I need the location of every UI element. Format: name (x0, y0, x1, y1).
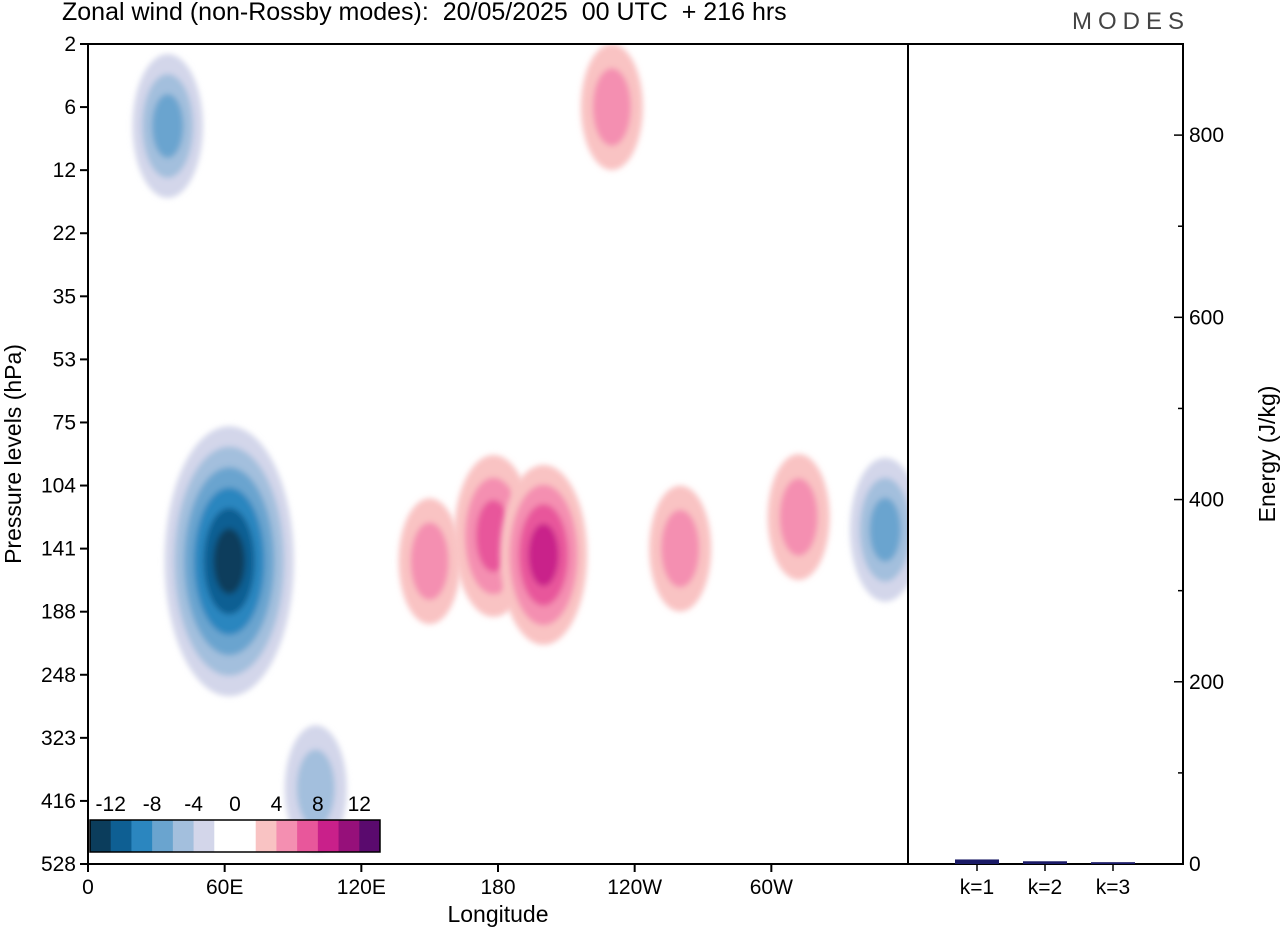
heatmap-feature-0 (164, 426, 294, 697)
x-tick-label: 0 (82, 876, 94, 899)
energy-bars: k=1 k=2 k=3 (955, 859, 1135, 899)
colorbar-label: 8 (312, 793, 324, 816)
energy-bar (1091, 862, 1135, 864)
energy-tick-label: 400 (1189, 489, 1224, 512)
colorbar-label: -12 (96, 793, 126, 816)
energy-bar (1023, 861, 1067, 864)
energy-category-label: k=3 (1096, 876, 1130, 899)
colorbar-swatch (172, 820, 195, 852)
modes-logo: MODES (1071, 8, 1190, 35)
colorbar: -12 -8 -4 0 4 8 12 (89, 793, 381, 853)
energy-panel-frame (907, 43, 1184, 865)
colorbar-swatch (297, 820, 319, 852)
x-tick-label: 60W (750, 876, 793, 899)
chart-title: Zonal wind (non-Rossby modes): 20/05/202… (62, 0, 787, 26)
y-tick-label: 35 (53, 285, 76, 308)
colorbar-swatch (131, 820, 153, 852)
heatmap-feature-8 (850, 457, 908, 602)
heatmap-feature-6 (767, 454, 830, 581)
energy-tick-label: 800 (1189, 124, 1224, 147)
colorbar-frame (89, 819, 381, 853)
colorbar-swatch (235, 820, 257, 852)
colorbar-swatch (255, 820, 277, 852)
y-tick-label: 53 (53, 348, 76, 371)
x-tick-label: 180 (480, 876, 515, 899)
colorbar-swatch (90, 820, 112, 852)
colorbar-label: 12 (348, 793, 371, 816)
energy-axis: 0 200 400 600 800 (1174, 43, 1224, 876)
colorbar-swatch (276, 820, 298, 852)
x-axis: 0 60E 120E 180 120W 60W (82, 864, 793, 899)
y-tick-label: 188 (41, 601, 76, 624)
energy-axis-label: Energy (J/kg) (1254, 386, 1280, 523)
heatmap-field (132, 44, 908, 852)
colorbar-swatch (338, 820, 360, 852)
y-tick-label: 104 (41, 475, 76, 498)
y-tick-label: 248 (41, 664, 76, 687)
y-tick-label: 22 (53, 222, 76, 245)
y-tick-label: 141 (41, 538, 76, 561)
colorbar-label: 4 (271, 793, 283, 816)
y-tick-label: 323 (41, 727, 76, 750)
energy-tick-label: 200 (1189, 671, 1224, 694)
x-axis-label: Longitude (447, 901, 548, 927)
energy-category-label: k=2 (1028, 876, 1062, 899)
colorbar-swatch (359, 820, 381, 852)
colorbar-swatch (317, 820, 340, 852)
y-tick-label: 6 (64, 96, 76, 119)
heatmap-feature-7 (580, 44, 643, 171)
y-axis: 2 6 12 22 35 53 75 104 141 188 248 323 416 528 (41, 33, 88, 876)
energy-bar (955, 859, 999, 864)
x-tick-label: 120W (607, 876, 662, 899)
y-tick-label: 12 (53, 159, 76, 182)
y-tick-label: 75 (53, 411, 76, 434)
colorbar-swatch (110, 820, 132, 852)
colorbar-swatch (152, 820, 174, 852)
energy-category-label: k=1 (960, 876, 994, 899)
heatmap-feature-5 (649, 485, 712, 612)
x-tick-label: 120E (337, 876, 386, 899)
y-axis-label: Pressure levels (hPa) (0, 344, 26, 564)
heatmap-feature-4 (398, 498, 461, 625)
y-tick-label: 2 (64, 33, 76, 56)
colorbar-label: -8 (143, 793, 162, 816)
colorbar-label: 0 (229, 793, 241, 816)
energy-tick-label: 0 (1189, 853, 1201, 876)
colorbar-swatch (193, 820, 215, 852)
y-tick-label: 528 (41, 853, 76, 876)
colorbar-label: -4 (184, 793, 203, 816)
heatmap-feature-3 (499, 464, 588, 645)
heatmap-feature-1 (132, 54, 203, 198)
colorbar-swatch (214, 820, 236, 852)
x-tick-label: 60E (206, 876, 243, 899)
energy-tick-label: 600 (1189, 306, 1224, 329)
y-tick-label: 416 (41, 790, 76, 813)
